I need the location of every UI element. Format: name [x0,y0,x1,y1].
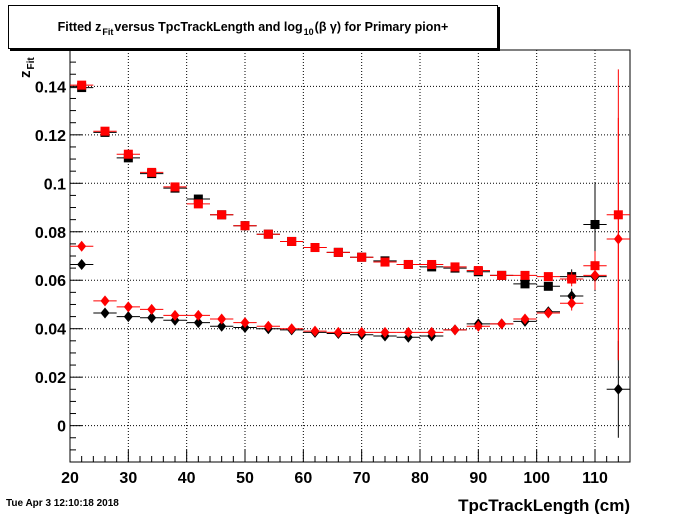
data-point [193,199,203,209]
data-point [590,269,600,281]
data-point [123,311,133,323]
x-tick-label: 50 [236,470,254,487]
data-point [427,326,437,338]
data-point [543,272,553,282]
data-point [520,313,530,325]
y-axis-label-main: z [17,71,34,79]
x-tick-label: 30 [119,470,137,487]
x-tick-label: 70 [353,470,371,487]
data-point [170,309,180,321]
timestamp: Tue Apr 3 12:10:18 2018 [6,498,119,509]
title-sub-2: 10 [303,27,314,37]
data-marks [70,69,630,438]
title-part-2: versus TpcTrackLength and log [114,20,303,34]
y-tick-label: 0.06 [35,273,66,290]
data-point [567,274,577,284]
x-tick-label: 90 [469,470,487,487]
data-point [170,182,180,192]
data-point [333,326,343,338]
data-point [240,221,250,231]
y-tick-label: 0.14 [35,79,66,96]
data-point [77,240,87,252]
data-point [193,317,203,329]
data-point [333,247,343,257]
title-part-1: Fitted z [57,20,102,34]
y-tick-label: 0.08 [35,225,66,242]
series-4 [70,117,630,361]
data-point [357,252,367,262]
data-point [380,257,390,267]
data-point [147,303,157,315]
data-point [100,126,110,136]
data-point [497,318,507,330]
data-point [403,259,413,269]
data-point [240,317,250,329]
y-axis-label: zFit [17,57,37,78]
title-part-3: (β γ) for Primary pion+ [314,20,449,34]
data-point [427,259,437,269]
data-point [123,149,133,159]
data-point [473,266,483,276]
data-point [77,258,87,270]
data-point [193,309,203,321]
x-tick-label: 110 [582,470,608,487]
data-point [77,80,87,90]
data-point [100,307,110,319]
series-1 [70,83,607,291]
x-tick-label: 100 [523,470,550,487]
y-tick-label: 0.02 [35,370,66,387]
data-point [613,233,623,245]
chart-title: Fitted z Fit versus TpcTrackLength and lo… [8,5,498,49]
y-axis-label-sub: Fit [26,57,37,70]
data-point [217,313,227,325]
data-point [217,210,227,220]
data-point [287,236,297,246]
grid-lines [70,50,630,462]
x-tick-label: 60 [294,470,312,487]
x-tick-label: 20 [61,470,79,487]
data-point [287,323,297,335]
data-point [543,307,553,319]
y-tick-label: 0 [57,419,66,436]
data-point [310,243,320,253]
data-point [497,270,507,280]
data-point [123,301,133,313]
y-tick-label: 0.1 [44,176,66,193]
data-point [613,383,623,395]
title-sub-1: Fit [102,27,114,37]
data-point [100,295,110,307]
y-tick-label: 0.12 [35,128,66,145]
data-point [147,312,157,324]
x-axis-label: TpcTrackLength (cm) [458,496,630,514]
data-point [450,324,460,336]
plot-frame [69,49,631,463]
svg-text:zFit: zFit [17,57,37,78]
data-point [590,219,600,229]
data-point [403,326,413,338]
data-point [193,194,203,204]
data-point [263,320,273,332]
data-point [357,326,367,338]
data-point [263,229,273,239]
axes: 20 30 40 50 60 70 80 90 100 110 0 0.02 0.04 0.06 0.08 0… [35,49,631,487]
data-point [310,325,320,337]
data-point [147,167,157,177]
y-tick-label: 0.04 [35,322,66,339]
data-point [217,320,227,332]
data-point [520,270,530,280]
data-point [450,262,460,272]
data-point [543,281,553,291]
data-point [567,297,577,309]
data-point [380,326,390,338]
data-point [520,279,530,289]
x-tick-label: 80 [411,470,429,487]
x-tick-label: 40 [178,470,196,487]
data-point [473,320,483,332]
